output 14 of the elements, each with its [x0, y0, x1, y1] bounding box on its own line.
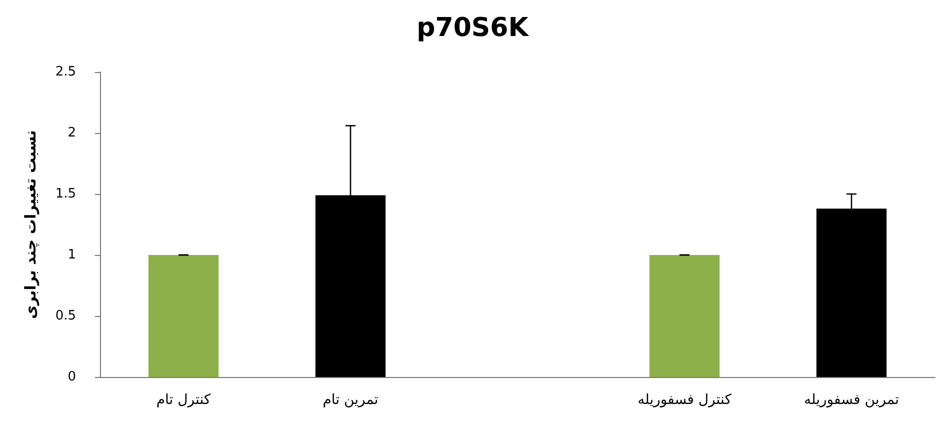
y-tick-label: 1.5: [55, 186, 76, 202]
y-tick-label: 0.5: [55, 308, 76, 324]
bar: [649, 255, 720, 377]
y-tick-label: 0: [68, 370, 76, 384]
y-tick-label: 2: [68, 126, 76, 140]
y-axis-title: نسبت تغییرات چند برابری: [22, 130, 40, 319]
y-tick-label: 1: [68, 248, 76, 262]
y-tick-label: 2.5: [55, 64, 76, 80]
bar: [148, 255, 219, 377]
x-tick-label: کنترل فسفوریله: [638, 392, 732, 408]
x-tick-label: کنترل تام: [156, 392, 211, 408]
x-tick-label: تمرین تام: [322, 392, 378, 408]
x-tick-label: تمرین فسفوریله: [804, 392, 900, 408]
chart-title: p70S6K: [416, 13, 530, 43]
